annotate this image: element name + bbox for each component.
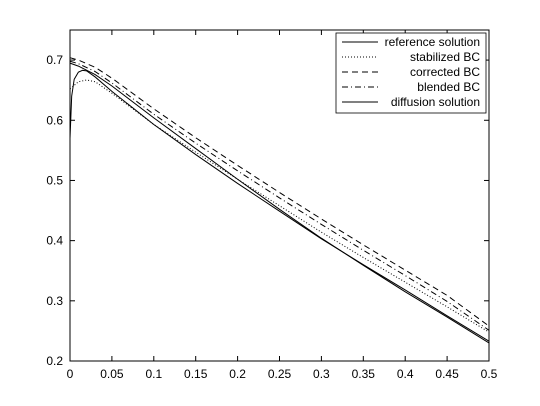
y-tick-label: 0.7 (46, 53, 63, 67)
x-tick-label: 0.45 (435, 367, 459, 381)
legend-label: diffusion solution (391, 95, 480, 109)
x-tick-label: 0.35 (352, 367, 376, 381)
legend-box (335, 32, 487, 114)
x-tick-label: 0.1 (145, 367, 162, 381)
legend-label: blended BC (417, 80, 480, 94)
y-tick-label: 0.5 (46, 173, 63, 187)
legend-label: stabilized BC (410, 50, 480, 64)
y-tick-label: 0.3 (46, 294, 63, 308)
series-line (69, 60, 490, 331)
y-tick-label: 0.4 (46, 234, 63, 248)
x-tick-label: 0.4 (397, 367, 414, 381)
x-tick-label: 0.25 (268, 367, 292, 381)
x-tick-label: 0.5 (481, 367, 498, 381)
legend-label: reference solution (385, 35, 480, 49)
x-axis: 0 0.05 0.1 0.15 0.2 0.25 0.3 0.35 0.4 0.45 0.5 (67, 30, 498, 381)
series-line (69, 69, 490, 342)
y-tick-label: 0.6 (46, 113, 63, 127)
x-tick-label: 0.3 (313, 367, 330, 381)
series-line (69, 79, 490, 333)
x-tick-label: 0.05 (100, 367, 124, 381)
series-line (69, 62, 490, 344)
x-tick-label: 0.15 (184, 367, 208, 381)
y-tick-label: 0.2 (46, 354, 63, 368)
x-tick-label: 0 (67, 367, 74, 381)
series-lines (69, 57, 490, 344)
y-axis: 0.2 0.3 0.4 0.5 0.6 0.7 (46, 53, 489, 368)
x-tick-label: 0.2 (229, 367, 246, 381)
legend-label: corrected BC (410, 65, 480, 79)
